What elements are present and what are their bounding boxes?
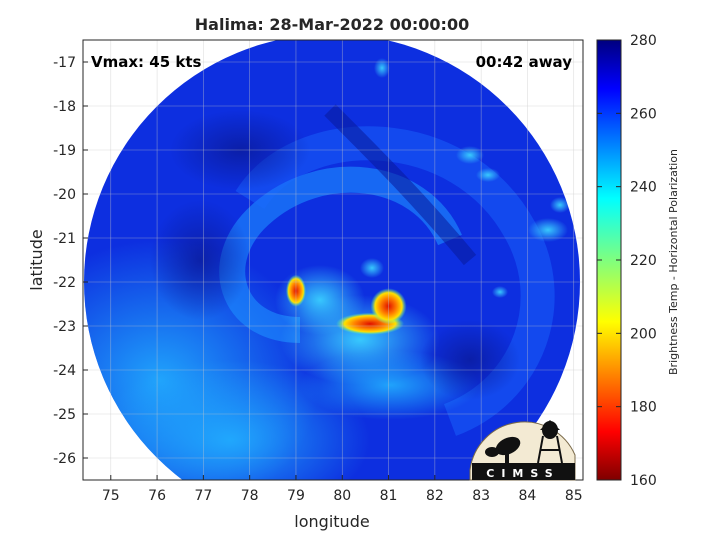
gridlines [83,40,583,480]
x-tick-label: 85 [565,488,583,504]
y-tick-label: -17 [53,55,76,71]
vmax-label: Vmax: 45 kts [91,53,201,71]
x-tick-label: 76 [148,488,166,504]
convective-hotspots [285,274,407,335]
x-tick-label: 84 [519,488,537,504]
y-tick-label: -24 [53,363,76,379]
colorbar-tick-label: 240 [630,180,657,196]
y-tick-label: -23 [53,319,76,335]
x-tick-label: 81 [380,488,398,504]
x-axis-label: longitude [294,512,369,531]
x-axis-ticks: 75 76 77 78 79 80 81 82 83 84 85 [102,475,583,504]
chart-title: Halima: 28-Mar-2022 00:00:00 [195,15,469,34]
x-tick-label: 77 [194,488,212,504]
x-tick-label: 82 [426,488,444,504]
axes-frame [82,39,584,481]
cimss-logo-text: CIMSS [486,467,559,480]
colorbar-tick-label: 280 [630,33,657,49]
y-axis-ticks: -17 -18 -19 -20 -21 -22 -23 -24 -25 -26 [53,55,88,467]
cimss-logo: CIMSS [469,420,576,481]
colorbar-label: Brightness Temp - Horizontal Polarizatio… [667,149,680,375]
time-away-label: 00:42 away [476,53,573,71]
colorbar-tick-label: 160 [630,473,657,489]
y-tick-label: -20 [53,187,76,203]
y-tick-label: -25 [53,407,76,423]
colorbar-tick-label: 200 [630,326,657,342]
y-axis-label: latitude [27,229,46,290]
x-tick-label: 75 [102,488,120,504]
x-tick-label: 78 [241,488,259,504]
y-tick-label: -21 [53,231,76,247]
colorbar: 280 260 240 220 200 180 160 Brightness Temp - … [596,33,680,489]
colorbar-tick-label: 260 [630,106,657,122]
y-tick-label: -19 [53,143,76,159]
y-tick-label: -22 [53,275,76,291]
y-tick-label: -26 [53,451,76,467]
y-tick-label: -18 [53,99,76,115]
colorbar-tick-label: 180 [630,400,657,416]
x-tick-label: 83 [472,488,490,504]
x-tick-label: 79 [287,488,305,504]
colorbar-tick-label: 220 [630,253,657,269]
x-tick-label: 80 [333,488,351,504]
colorbar-ticks: 280 260 240 220 200 180 160 [597,33,657,489]
